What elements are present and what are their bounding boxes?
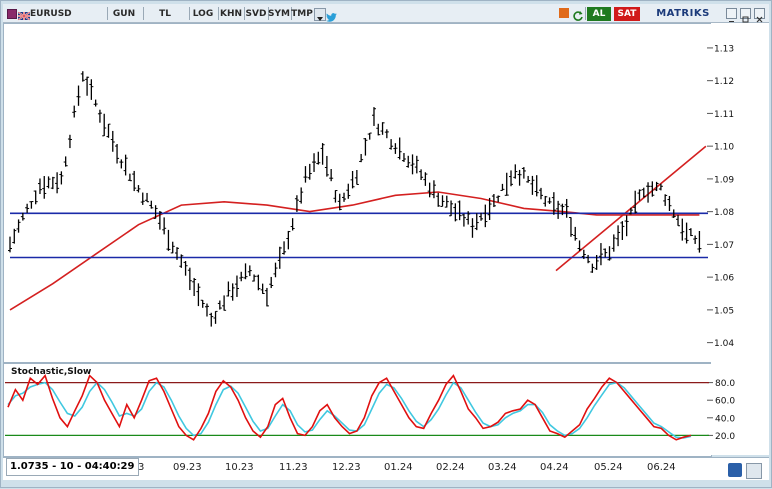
brand-logo: MATRIKS [656,8,710,19]
toolbar: EURUSD GUN TL LOG KHN SVD SYM TMP AL SAT… [3,4,769,23]
stochastic-lines [7,373,692,441]
button-khn[interactable]: KHN [219,9,243,19]
stochastic-tick-label: 60.0 [715,397,735,407]
x-label: 05.24 [594,462,623,473]
stochastic-title: Stochastic,Slow [11,367,91,377]
twitter-icon[interactable] [326,8,337,22]
price-tick-label: 1.09 [714,175,734,185]
price-tick-label: 1.11 [714,110,734,120]
price-tick-label: 1.13 [714,44,734,54]
x-label: 06.24 [647,462,676,473]
button-sym[interactable]: SYM [268,9,290,19]
x-label: 11.23 [279,462,308,473]
symbol-label[interactable]: EURUSD [30,9,72,19]
x-label: 3 [138,462,145,473]
price-chart-panel[interactable] [3,23,712,363]
x-label: 12.23 [332,462,361,473]
sync-icon[interactable] [728,463,742,477]
stochastic-tick-label: 80.0 [715,379,735,389]
minimize-icon[interactable] [726,8,737,22]
x-label: 10.23 [225,462,254,473]
price-tick-label: 1.10 [714,143,734,153]
price-tick-label: 1.06 [714,274,734,284]
sell-button[interactable]: SAT [614,7,640,21]
stochastic-bands [5,381,709,437]
refresh-icon[interactable] [572,7,583,21]
dropdown-arrow-icon[interactable] [314,8,326,21]
price-overlay-lines [9,145,708,311]
grid-icon[interactable] [7,9,17,19]
x-label: 01.24 [384,462,413,473]
stochastic-series-%D [7,381,692,439]
price-tick-label: 1.12 [714,77,734,87]
x-label: 09.23 [173,462,202,473]
button-tmp[interactable]: TMP [291,9,313,19]
buy-button[interactable]: AL [587,7,611,21]
chart-type-icon[interactable] [559,8,569,18]
button-log[interactable]: LOG [192,9,214,19]
settings-icon[interactable] [746,463,762,479]
stochastic-series-%K [7,373,692,441]
moving-average [9,191,700,311]
flag-icon [17,7,31,21]
stochastic-tick-label: 40.0 [715,414,735,424]
close-icon[interactable] [754,8,765,23]
price-axis-ticks: 1.04 1.05 1.06 1.07 1.08 1.09 1.10 1.11 1.12 1.13 [707,44,734,349]
button-gun[interactable]: GUN [112,9,136,19]
x-label: 02.24 [436,462,465,473]
x-label: 03.24 [488,462,517,473]
x-label: 04.24 [540,462,569,473]
price-bars [8,71,702,327]
maximize-icon[interactable] [740,8,751,23]
cursor-readout: 1.0735 - 10 - 04:40:29 [6,458,139,476]
button-tl[interactable]: TL [159,9,171,19]
button-svd[interactable]: SVD [245,9,267,19]
stochastic-tick-label: 20.0 [715,432,735,442]
time-axis [3,457,769,480]
price-tick-label: 1.07 [714,241,734,251]
price-tick-label: 1.08 [714,208,734,218]
price-axis [711,23,769,455]
stochastic-panel[interactable] [3,363,712,457]
stochastic-axis-ticks: 20.0 40.0 60.0 80.0 [707,379,735,442]
price-tick-label: 1.05 [714,306,734,316]
price-tick-label: 1.04 [714,339,734,349]
